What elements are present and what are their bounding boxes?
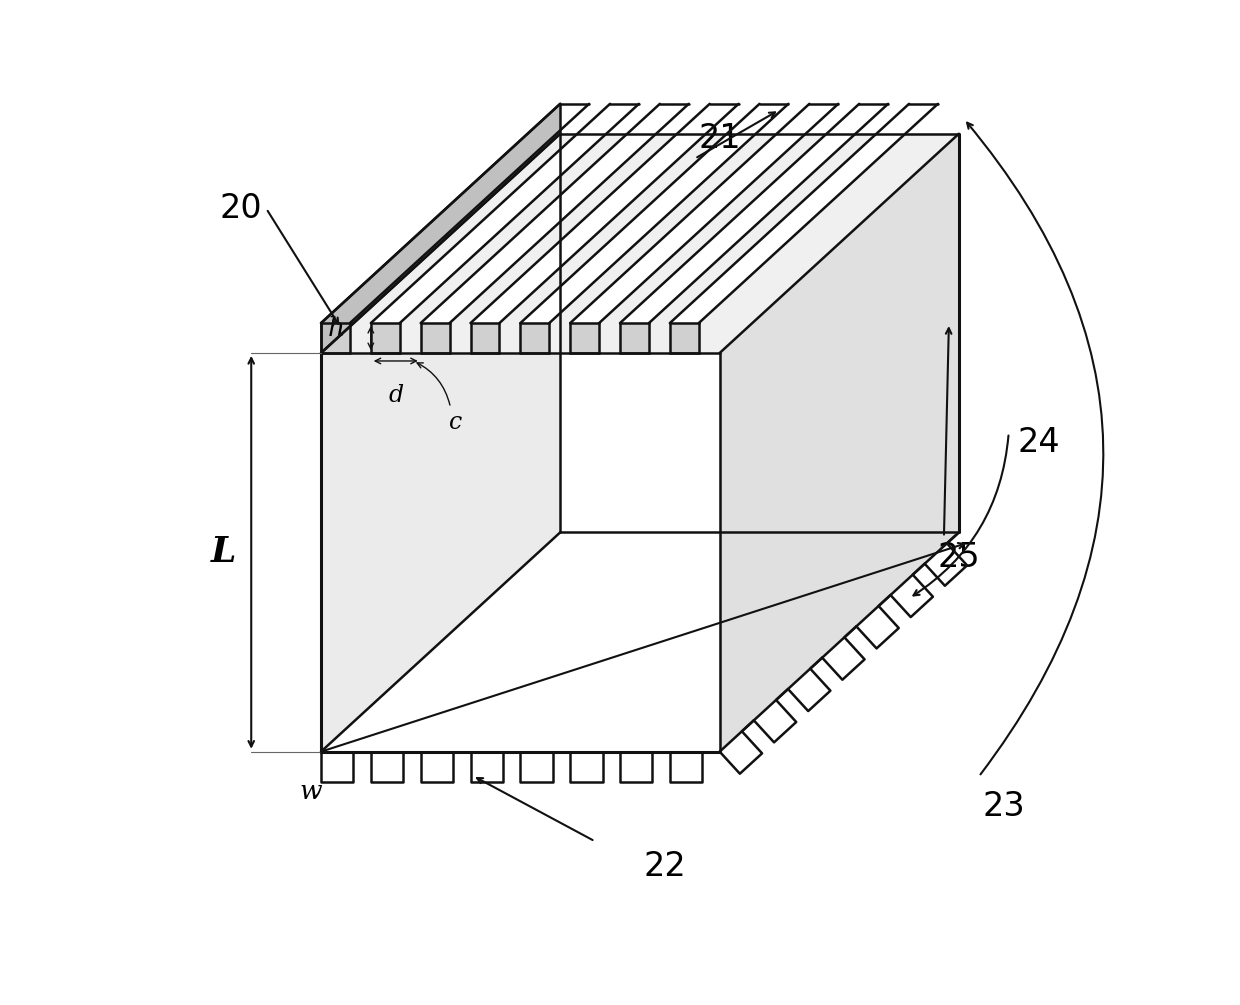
Polygon shape xyxy=(371,104,639,323)
Polygon shape xyxy=(470,323,500,353)
Polygon shape xyxy=(470,104,739,323)
Text: h: h xyxy=(327,316,345,341)
Text: c: c xyxy=(449,411,463,434)
Polygon shape xyxy=(371,323,399,353)
Polygon shape xyxy=(521,104,789,323)
Polygon shape xyxy=(670,104,937,323)
Polygon shape xyxy=(321,134,959,353)
Polygon shape xyxy=(521,323,549,353)
Text: 23: 23 xyxy=(982,790,1025,823)
Polygon shape xyxy=(321,323,350,353)
Polygon shape xyxy=(620,104,888,323)
Text: 22: 22 xyxy=(644,850,686,882)
Polygon shape xyxy=(321,134,560,752)
Polygon shape xyxy=(719,134,959,752)
Polygon shape xyxy=(670,323,698,353)
Text: 21: 21 xyxy=(698,123,742,155)
Polygon shape xyxy=(570,323,599,353)
Text: 25: 25 xyxy=(937,541,980,574)
Polygon shape xyxy=(321,104,589,323)
Text: 24: 24 xyxy=(1017,426,1060,459)
Text: 20: 20 xyxy=(219,192,263,225)
Polygon shape xyxy=(321,104,560,353)
Text: L: L xyxy=(211,536,236,570)
Polygon shape xyxy=(420,104,688,323)
Polygon shape xyxy=(570,104,838,323)
Text: d: d xyxy=(388,384,403,407)
Polygon shape xyxy=(620,323,649,353)
Polygon shape xyxy=(420,323,450,353)
Text: w: w xyxy=(300,779,322,804)
